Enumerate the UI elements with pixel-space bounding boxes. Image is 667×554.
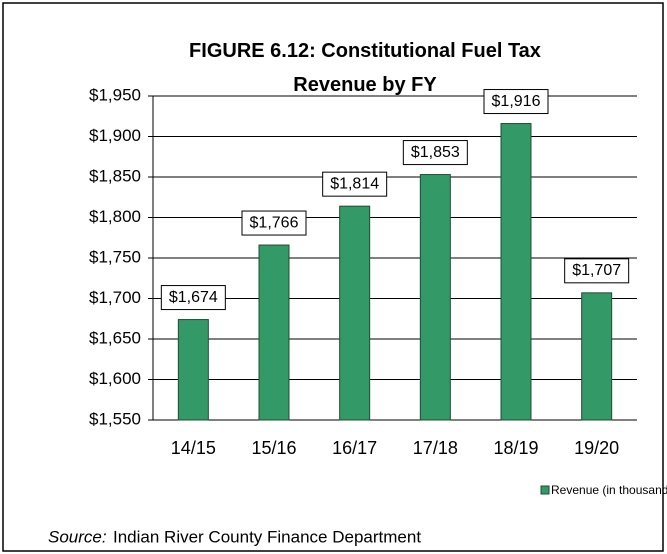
data-label: $1,766 — [250, 214, 299, 231]
y-tick-label: $1,900 — [89, 126, 141, 145]
x-tick-label: 17/18 — [413, 438, 458, 458]
source-text: Indian River County Finance Department — [113, 527, 421, 546]
x-tick-label: 16/17 — [332, 438, 377, 458]
data-label-box — [402, 140, 468, 166]
bar — [339, 205, 371, 421]
data-label-box — [322, 171, 388, 197]
x-tick-label: 14/15 — [171, 438, 216, 458]
y-tick-label: $1,750 — [89, 247, 141, 266]
data-label: $1,707 — [572, 262, 621, 279]
x-tick-label: 19/20 — [574, 438, 619, 458]
data-label-box — [483, 89, 549, 115]
x-tick-label: 15/16 — [251, 438, 296, 458]
bar — [419, 174, 451, 421]
data-label-box — [564, 258, 630, 284]
y-tick-label: $1,800 — [89, 207, 141, 226]
bar — [500, 123, 532, 421]
data-label: $1,674 — [169, 289, 218, 306]
bar — [177, 319, 209, 421]
y-tick-label: $1,850 — [89, 166, 141, 185]
legend-swatch — [540, 485, 550, 495]
y-tick-label: $1,550 — [89, 409, 141, 428]
y-tick-label: $1,650 — [89, 328, 141, 347]
data-label-box — [241, 210, 307, 236]
bar — [258, 244, 290, 421]
bar — [581, 292, 613, 421]
legend-label: Revenue (in thousands) — [551, 483, 667, 497]
x-tick-label: 18/19 — [493, 438, 538, 458]
source-label: Source: — [48, 527, 107, 546]
y-tick-label: $1,600 — [89, 369, 141, 388]
data-label-box — [160, 285, 226, 311]
chart-title: FIGURE 6.12: Constitutional Fuel Tax Rev… — [189, 40, 541, 96]
data-label: $1,814 — [330, 175, 379, 192]
data-label: $1,853 — [411, 144, 460, 161]
data-label: $1,916 — [492, 93, 541, 110]
y-tick-label: $1,700 — [89, 288, 141, 307]
y-tick-label: $1,950 — [89, 85, 141, 104]
